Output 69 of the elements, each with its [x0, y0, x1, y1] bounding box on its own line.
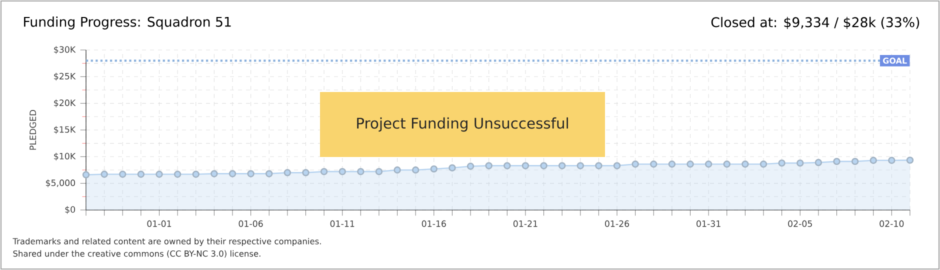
annotation: Project Funding Unsuccessful [357, 117, 568, 132]
y-tick-label: $15K [54, 126, 76, 134]
point [210, 170, 218, 178]
point [284, 169, 292, 176]
point [266, 170, 273, 178]
point [668, 160, 676, 168]
ref-line-label: GOAL [883, 58, 907, 64]
point [796, 159, 804, 167]
point [137, 170, 145, 178]
point [394, 166, 401, 174]
y-tick-label: $30K [54, 46, 76, 54]
x-tick-label: 02-05 [788, 220, 812, 227]
point [814, 158, 822, 166]
point [851, 158, 859, 166]
point [650, 160, 658, 168]
y-tick-label: $20K [54, 99, 76, 108]
point [430, 165, 438, 173]
point [742, 160, 749, 168]
point [540, 162, 548, 170]
point [247, 170, 254, 178]
point [228, 170, 236, 178]
point [448, 164, 456, 172]
point [504, 162, 511, 170]
point [613, 162, 621, 170]
point [870, 156, 877, 164]
point [595, 162, 602, 170]
x-tick-label: 01-01 [147, 220, 172, 227]
point [888, 156, 896, 164]
point [466, 162, 474, 170]
point [412, 166, 420, 174]
x-tick-label: 01-21 [513, 220, 538, 227]
x-tick-label: 01-16 [422, 220, 446, 227]
point [704, 160, 712, 168]
point [686, 160, 694, 168]
point [632, 160, 639, 168]
point [906, 156, 914, 164]
point [320, 168, 328, 176]
point [833, 158, 840, 166]
chart-subtitle: Closed at: $9,334 / $28k (33%) [711, 16, 920, 30]
point [558, 162, 566, 170]
point [100, 170, 108, 178]
point [338, 168, 346, 176]
point [485, 162, 492, 170]
point [357, 168, 364, 176]
y-tick-label: $25K [54, 72, 76, 81]
y-tick-label: $10K [54, 152, 76, 161]
point [302, 169, 310, 176]
chart-title: Funding Progress: Squadron 51 [24, 16, 231, 30]
x-tick-label: 02-10 [880, 220, 904, 227]
point [375, 168, 383, 176]
text: Shared under the creative commons (CC BY-NC 3.0) license. [13, 250, 260, 258]
point [522, 162, 530, 170]
point [119, 170, 126, 178]
point [778, 159, 786, 167]
point [576, 162, 584, 170]
y-tick-label: $0 [65, 206, 76, 214]
x-tick-label: 01-31 [696, 220, 720, 227]
point [760, 160, 768, 168]
x-tick-label: 01-26 [604, 220, 630, 227]
point [174, 170, 182, 178]
point [192, 170, 200, 178]
text: Trademarks and related content are owned by their respective companies. [12, 238, 321, 246]
y-axis-title: PLEDGED [30, 110, 36, 150]
y-tick-label: $5,000 [46, 179, 76, 188]
point [723, 160, 730, 168]
point [82, 171, 90, 178]
x-tick-label: 01-06 [238, 220, 263, 227]
point [156, 170, 163, 178]
x-tick-label: 01-11 [330, 220, 354, 227]
